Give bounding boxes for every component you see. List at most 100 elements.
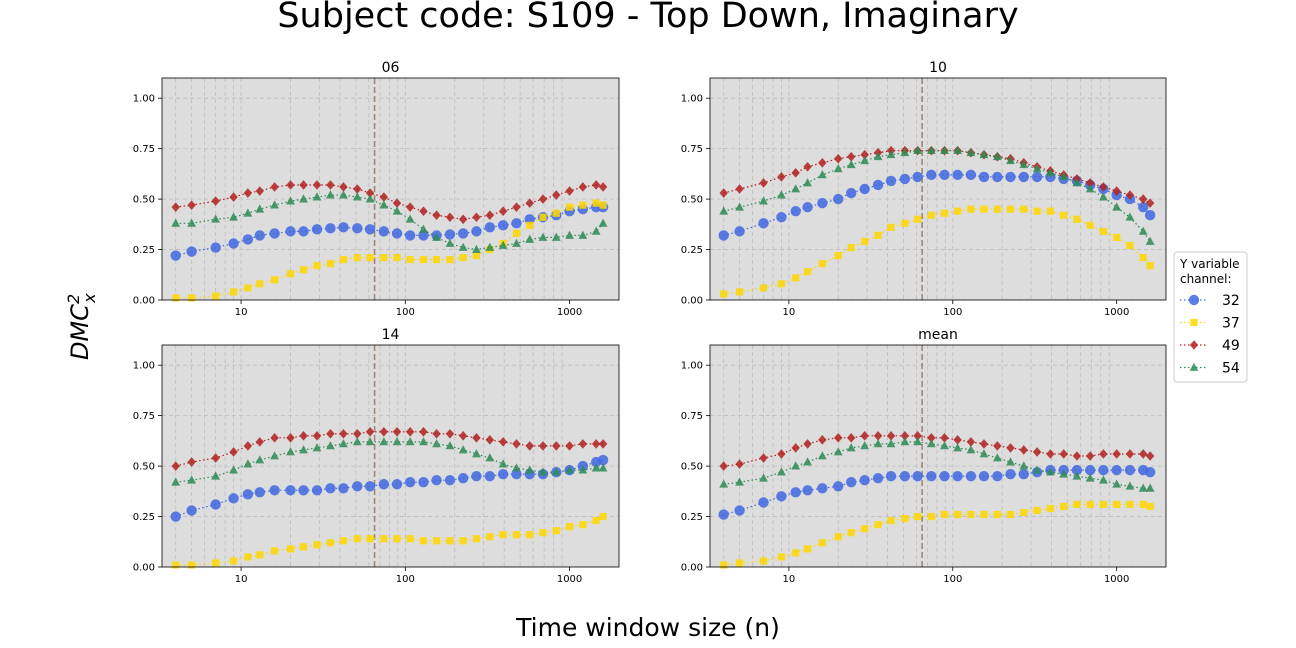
data-point (1139, 254, 1147, 262)
data-point (312, 192, 322, 201)
data-point (538, 441, 548, 451)
series-line (723, 150, 1151, 204)
data-point (187, 457, 196, 467)
data-point (187, 475, 197, 484)
data-point (419, 537, 428, 545)
data-point (940, 441, 949, 450)
data-point (338, 483, 349, 494)
data-point (170, 511, 181, 522)
data-point (419, 426, 428, 437)
data-point (1085, 451, 1095, 461)
data-point (591, 463, 601, 472)
data-point (859, 183, 870, 195)
data-point (551, 232, 561, 241)
data-point (229, 465, 238, 474)
data-point (211, 453, 220, 463)
data-point (1099, 449, 1108, 459)
data-point (874, 521, 882, 529)
data-point (243, 208, 253, 217)
data-point (777, 449, 786, 459)
data-point (901, 219, 909, 227)
data-point (1111, 464, 1122, 476)
data-point (418, 230, 429, 241)
data-point (552, 209, 560, 217)
data-point (446, 537, 454, 545)
data-point (965, 169, 977, 181)
data-point (338, 222, 349, 233)
data-point (834, 153, 843, 164)
data-point (817, 483, 828, 494)
data-point (817, 451, 827, 460)
data-point (286, 447, 295, 456)
data-point (432, 256, 441, 264)
data-point (886, 439, 896, 448)
data-point (311, 485, 323, 496)
data-point (758, 218, 769, 229)
axes-frame (709, 77, 1167, 301)
data-point (1139, 449, 1148, 459)
data-point (187, 200, 196, 210)
data-point (445, 441, 455, 450)
data-point (1126, 500, 1134, 509)
data-point (326, 429, 335, 439)
data-point (405, 202, 415, 212)
data-point (285, 485, 296, 496)
data-point (244, 553, 252, 561)
data-point (1125, 212, 1135, 221)
x-tick-label: 10 (235, 307, 248, 318)
data-point (446, 256, 454, 264)
data-point (242, 489, 254, 500)
data-point (940, 145, 949, 155)
data-point (718, 230, 729, 241)
data-point (471, 226, 482, 237)
data-point (966, 147, 976, 157)
data-point (299, 431, 308, 441)
data-point (1112, 202, 1122, 211)
data-point (406, 535, 414, 543)
data-point (1125, 190, 1135, 200)
data-point (171, 218, 181, 227)
y-tick-label: 0.00 (681, 296, 703, 307)
data-point (255, 186, 264, 196)
data-point (552, 527, 560, 535)
data-point (326, 180, 335, 190)
data-point (720, 561, 728, 569)
data-point (1084, 464, 1096, 476)
data-point (552, 441, 561, 451)
data-point (339, 190, 348, 199)
data-point (803, 178, 812, 187)
data-point (846, 477, 857, 488)
data-point (887, 516, 895, 525)
y-tick-label: 1.00 (681, 361, 703, 372)
y-tick-label: 0.25 (681, 512, 703, 523)
data-point (269, 485, 280, 496)
x-tick-label: 10 (235, 574, 248, 585)
data-point (472, 433, 481, 443)
series-line (723, 469, 1151, 516)
gridlines (162, 345, 619, 568)
data-point (954, 510, 962, 519)
data-point (1059, 172, 1069, 181)
data-point (846, 443, 856, 452)
legend-entry-32: 32 (1180, 293, 1240, 309)
data-point (286, 433, 295, 443)
data-point (229, 288, 238, 296)
data-point (392, 198, 402, 208)
data-point (833, 447, 843, 456)
data-point (967, 205, 975, 213)
data-point (339, 439, 348, 448)
data-point (1005, 468, 1016, 480)
data-point (312, 443, 322, 452)
data-point (472, 252, 481, 260)
data-point (364, 481, 376, 492)
data-point (1073, 215, 1081, 223)
data-point (404, 477, 416, 488)
y-tick-label: 1.00 (133, 94, 155, 105)
data-point (1099, 227, 1108, 235)
data-point (791, 461, 801, 470)
data-point (1139, 194, 1148, 204)
data-point (243, 188, 253, 198)
y-tick-label: 0.00 (133, 296, 155, 307)
data-point (777, 172, 786, 182)
